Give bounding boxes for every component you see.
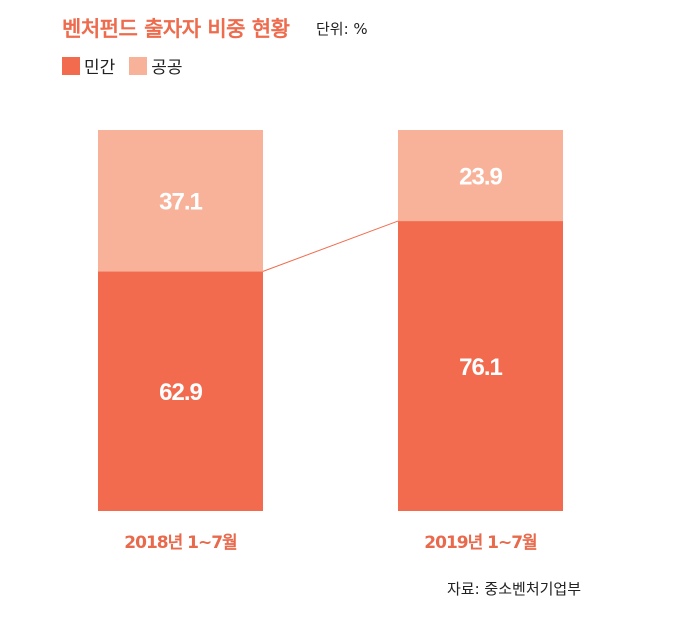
legend-label: 민간 [84, 58, 116, 78]
legend-swatch [62, 56, 80, 75]
data-label: 62.9 [159, 379, 202, 406]
bar-private [398, 221, 563, 511]
x-tick-label: 2019년 1~7월 [424, 533, 537, 553]
source-note: 자료: 중소벤처기업부 [447, 580, 582, 598]
chart-title: 벤처펀드 출자자 비중 현황 [62, 17, 290, 41]
bar-public [398, 130, 563, 222]
bar-private [98, 271, 263, 511]
x-tick-label: 2018년 1~7월 [124, 533, 237, 553]
legend-label: 공공 [151, 58, 183, 78]
data-label: 37.1 [159, 189, 202, 216]
unit-label: 단위: % [316, 20, 368, 38]
legend-item-public: 공공 [129, 53, 183, 78]
legend-item-private: 민간 [62, 53, 115, 78]
connector-line [262, 220, 399, 272]
legend-swatch [129, 56, 148, 75]
bar-public [98, 130, 263, 272]
data-label: 76.1 [459, 354, 502, 381]
legend: 민간 공공 [62, 53, 197, 78]
data-label: 23.9 [459, 164, 502, 191]
